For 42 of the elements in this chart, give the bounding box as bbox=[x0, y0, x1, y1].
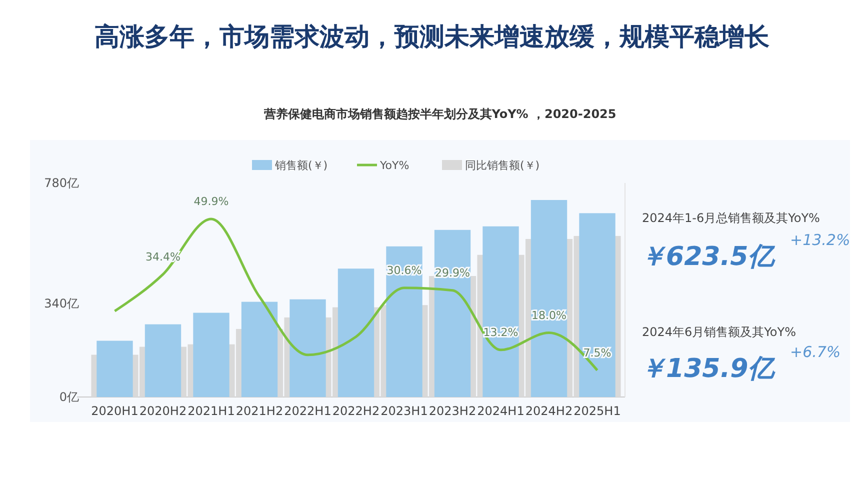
x-tick-label: 2021H1 bbox=[188, 404, 235, 418]
bar bbox=[290, 299, 326, 397]
x-tick-label: 2021H2 bbox=[236, 404, 284, 418]
legend-label: 销售额(￥) bbox=[274, 159, 328, 172]
x-tick-label: 2023H2 bbox=[428, 404, 476, 418]
data-label: 49.9% bbox=[194, 195, 229, 208]
x-tick-label: 2022H1 bbox=[284, 404, 332, 418]
y-tick-label: 780亿 bbox=[44, 176, 79, 190]
x-tick-label: 2022H2 bbox=[332, 404, 380, 418]
bar bbox=[530, 200, 568, 397]
x-tick-label: 2020H2 bbox=[139, 404, 187, 418]
x-tick-label: 2025H1 bbox=[574, 404, 621, 418]
bar bbox=[579, 213, 616, 397]
bar bbox=[386, 246, 422, 397]
bar bbox=[338, 268, 374, 397]
bar bbox=[193, 312, 230, 397]
data-label: 18.0% bbox=[532, 308, 566, 322]
bar bbox=[96, 340, 133, 397]
x-tick-label: 2024H1 bbox=[477, 404, 524, 418]
data-label: 29.9% bbox=[435, 266, 470, 280]
y-tick-label: 0亿 bbox=[59, 390, 79, 404]
bar bbox=[144, 324, 182, 397]
bar bbox=[241, 302, 278, 397]
data-label: 30.6% bbox=[386, 264, 422, 277]
data-label: 7.5% bbox=[583, 346, 612, 360]
data-label: 13.2% bbox=[483, 326, 518, 339]
chart-subtitle: 营养保健电商市场销售额趋按半年划分及其YoY% ，2020-2025 bbox=[262, 107, 616, 121]
legend-label: YoY% bbox=[379, 159, 410, 172]
x-tick-label: 2024H2 bbox=[525, 404, 573, 418]
bar bbox=[434, 230, 471, 397]
y-tick-label: 340亿 bbox=[44, 296, 79, 311]
text: +13.2% bbox=[790, 231, 850, 249]
text: ￥623.5亿 bbox=[640, 242, 776, 272]
text: +6.7% bbox=[790, 343, 841, 361]
bar bbox=[482, 226, 519, 397]
x-tick-label: 2023H1 bbox=[380, 404, 428, 418]
text: 2024年6月销售额及其YoY% bbox=[642, 325, 796, 339]
legend-label: 同比销售额(￥) bbox=[465, 159, 540, 172]
text: 2024年1-6月总销售额及其YoY% bbox=[642, 211, 820, 225]
x-tick-label: 2020H1 bbox=[91, 404, 138, 418]
chart-title: 高涨多年，市场需求波动，预测未来增速放缓，规模平稳增长 bbox=[94, 22, 770, 51]
text: ￥135.9亿 bbox=[640, 354, 776, 384]
